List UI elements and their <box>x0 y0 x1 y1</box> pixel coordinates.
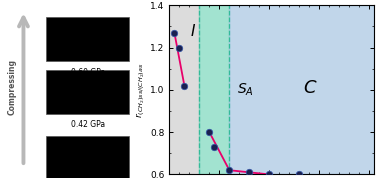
Bar <box>229 5 374 174</box>
Bar <box>169 5 199 174</box>
Point <box>211 146 217 148</box>
Point <box>266 173 272 176</box>
Point <box>296 173 302 176</box>
FancyBboxPatch shape <box>46 136 129 178</box>
Text: $C$: $C$ <box>302 79 317 97</box>
Text: Compressing: Compressing <box>8 59 17 114</box>
Text: 0.60 GPa: 0.60 GPa <box>71 68 105 77</box>
Point <box>206 131 212 134</box>
Point <box>177 46 183 49</box>
Point <box>181 84 187 87</box>
Y-axis label: $r_{(CH_2)ss/(CH_2)as}$: $r_{(CH_2)ss/(CH_2)as}$ <box>135 62 147 118</box>
Bar <box>199 5 229 174</box>
FancyBboxPatch shape <box>46 70 129 114</box>
Point <box>326 177 332 178</box>
Point <box>246 171 253 174</box>
Text: $I$: $I$ <box>190 23 196 39</box>
Text: $S_A$: $S_A$ <box>237 81 254 98</box>
Text: 0.42 GPa: 0.42 GPa <box>71 120 105 129</box>
FancyBboxPatch shape <box>46 17 129 61</box>
Point <box>226 169 232 172</box>
Point <box>171 31 177 34</box>
